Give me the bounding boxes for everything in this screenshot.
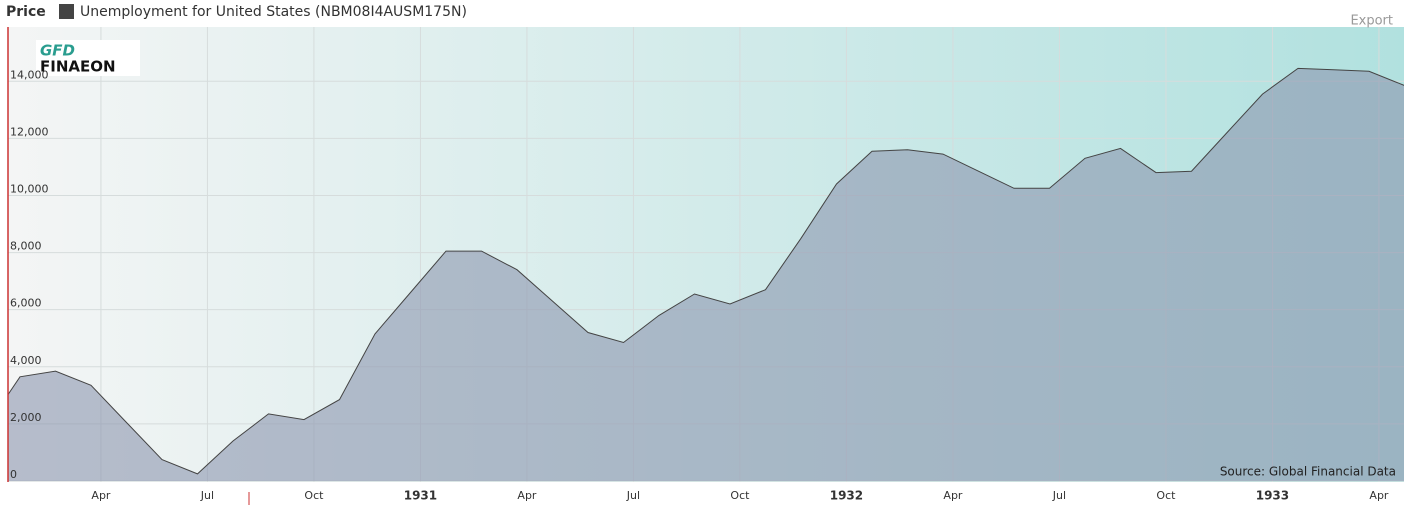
x-tick-label: Apr: [1369, 489, 1389, 502]
x-tick-label: Apr: [517, 489, 537, 502]
area-line: [8, 67, 1404, 475]
header-label: Price: [6, 4, 46, 20]
legend-label[interactable]: Unemployment for United States (NBM08I4A…: [80, 4, 467, 20]
logo-top: GFD: [40, 42, 75, 60]
logo-bottom: FINAEON: [40, 58, 116, 76]
x-tick-label: 1931: [404, 489, 437, 503]
x-tick-label: 1933: [1256, 489, 1289, 503]
y-tick-label: 12,000: [10, 125, 49, 138]
x-tick-label: Jul: [626, 489, 640, 502]
x-tick-label: Oct: [1156, 489, 1176, 502]
y-tick-label: 14,000: [10, 68, 49, 81]
x-tick-label: Oct: [730, 489, 750, 502]
x-tick-label: Oct: [304, 489, 324, 502]
export-button[interactable]: Export: [1350, 14, 1393, 29]
legend-swatch: [59, 4, 74, 19]
area-fill: [8, 68, 1404, 481]
source-note: Source: Global Financial Data: [1220, 465, 1396, 479]
y-tick-label: 8,000: [10, 240, 42, 253]
y-tick-label: 2,000: [10, 411, 42, 424]
x-tick-label: Apr: [91, 489, 111, 502]
y-tick-label: 4,000: [10, 354, 42, 367]
y-tick-label: 6,000: [10, 297, 42, 310]
x-tick-label: 1932: [830, 489, 863, 503]
y-tick-label: 0: [10, 468, 17, 481]
x-tick-label: Jul: [1052, 489, 1066, 502]
y-tick-label: 10,000: [10, 182, 49, 195]
x-tick-label: Jul: [200, 489, 214, 502]
x-tick-label: Apr: [943, 489, 963, 502]
logo-background: [36, 40, 140, 76]
